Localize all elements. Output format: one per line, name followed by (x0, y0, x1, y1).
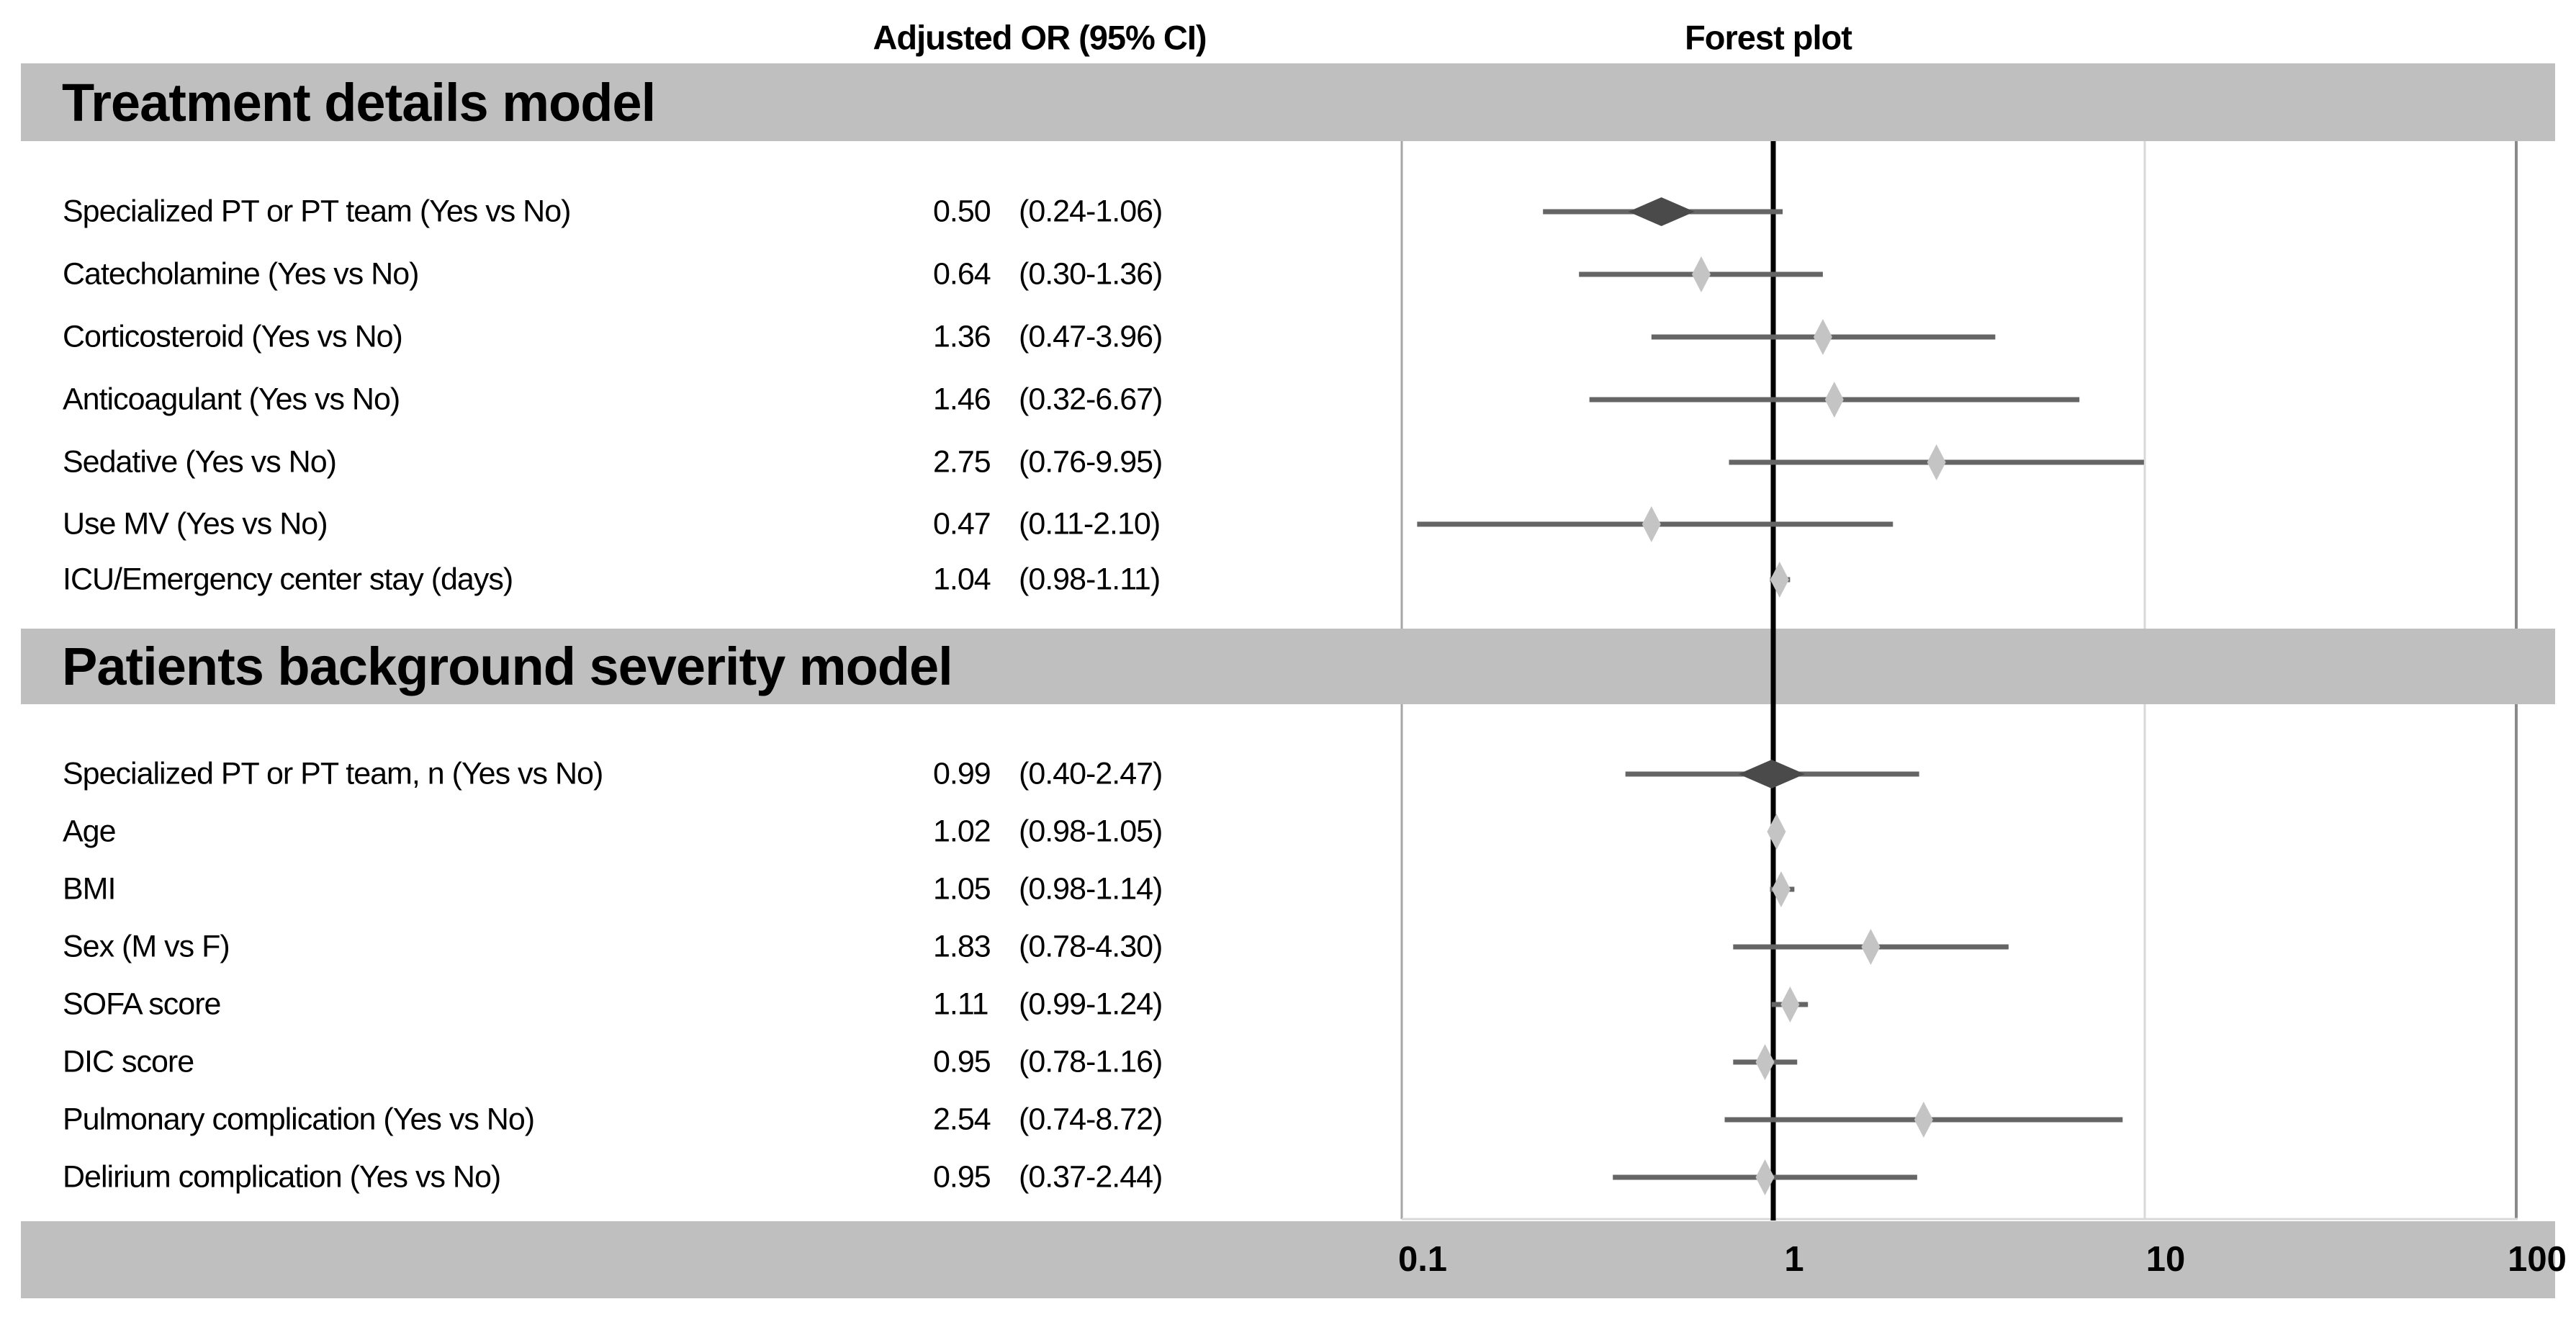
or-marker-diamond (1641, 506, 1661, 542)
row-label: Catecholamine (Yes vs No) (63, 256, 419, 292)
row-or-value: 0.95 (933, 1044, 991, 1079)
x-tick-100: 100 (2508, 1240, 2567, 1279)
row-label: Sedative (Yes vs No) (63, 444, 337, 480)
row-label: Specialized PT or PT team, n (Yes vs No) (63, 756, 603, 791)
row-ci-value: (0.24-1.06) (1019, 194, 1163, 229)
row-ci-value: (0.98-1.14) (1019, 871, 1163, 907)
x-axis-band: 0.1 1 10 100 (21, 1221, 2567, 1298)
row-ci-value: (0.99-1.24) (1019, 986, 1163, 1022)
row-label: Specialized PT or PT team (Yes vs No) (63, 194, 571, 229)
x-tick-0.1: 0.1 (1397, 1240, 1448, 1279)
row-ci-value: (0.32-6.67) (1019, 382, 1163, 417)
row-label: ICU/Emergency center stay (days) (63, 562, 513, 597)
row-or-value: 1.11 (933, 986, 988, 1022)
row-or-value: 1.46 (933, 382, 991, 417)
row-label: Anticoagulant (Yes vs No) (63, 382, 400, 417)
row-ci-value: (0.98-1.11) (1019, 562, 1161, 597)
plot-column-header: Forest plot (1685, 18, 1852, 57)
or-marker-diamond (1861, 929, 1881, 965)
row-label: BMI (63, 871, 116, 907)
row-ci-value: (0.78-1.16) (1019, 1044, 1163, 1079)
row-label: DIC score (63, 1044, 194, 1079)
row-ci-value: (0.47-3.96) (1019, 319, 1163, 354)
row-or-value: 0.95 (933, 1159, 991, 1195)
row-label: Delirium complication (Yes vs No) (63, 1159, 501, 1195)
or-marker-diamond-large (1628, 197, 1695, 226)
row-or-value: 0.47 (933, 506, 991, 541)
row-ci-value: (0.30-1.36) (1019, 256, 1163, 292)
row-label: Age (63, 814, 117, 849)
or-marker-diamond (1771, 871, 1791, 907)
row-ci-value: (0.11-2.10) (1019, 506, 1161, 541)
row-or-value: 1.04 (933, 562, 991, 597)
or-marker-diamond (1824, 382, 1844, 418)
row-or-value: 0.99 (933, 756, 991, 791)
or-marker-diamond (1770, 562, 1789, 598)
section-band-patients: Patients background severity model (21, 629, 2555, 704)
row-or-value: 1.83 (933, 929, 991, 964)
row-label: Pulmonary complication (Yes vs No) (63, 1102, 535, 1137)
row-label: Use MV (Yes vs No) (63, 506, 328, 541)
row-or-value: 2.54 (933, 1102, 991, 1137)
section-title-treatment: Treatment details model (62, 72, 656, 132)
or-marker-diamond (1780, 986, 1800, 1022)
row-or-value: 1.05 (933, 871, 991, 907)
row-ci-value: (0.74-8.72) (1019, 1102, 1163, 1137)
x-tick-1: 1 (1784, 1240, 1804, 1279)
row-or-value: 0.64 (933, 256, 991, 292)
or-marker-diamond (1755, 1159, 1775, 1195)
or-marker-diamond (1755, 1044, 1775, 1080)
row-ci-value: (0.98-1.05) (1019, 814, 1163, 849)
section-title-patients: Patients background severity model (62, 637, 953, 696)
row-ci-value: (0.78-4.30) (1019, 929, 1163, 964)
x-tick-10: 10 (2145, 1240, 2186, 1279)
row-or-value: 2.75 (933, 444, 991, 480)
row-label: SOFA score (63, 986, 221, 1022)
or-marker-diamond-large (1738, 760, 1805, 788)
section-band-treatment: Treatment details model (21, 63, 2555, 141)
row-or-value: 0.50 (933, 194, 991, 229)
row-label: Corticosteroid (Yes vs No) (63, 319, 403, 354)
row-ci-value: (0.40-2.47) (1019, 756, 1163, 791)
or-marker-diamond (1927, 444, 1946, 480)
row-ci-value: (0.37-2.44) (1019, 1159, 1163, 1195)
row-ci-value: (0.76-9.95) (1019, 444, 1163, 480)
or-marker-diamond (1767, 814, 1786, 850)
or-column-header: Adjusted OR (95% CI) (873, 18, 1207, 57)
or-marker-diamond (1813, 319, 1832, 355)
row-or-value: 1.36 (933, 319, 991, 354)
row-label: Sex (M vs F) (63, 929, 230, 964)
or-marker-diamond (1914, 1102, 1933, 1138)
or-marker-diamond (1691, 256, 1711, 292)
row-or-value: 1.02 (933, 814, 991, 849)
